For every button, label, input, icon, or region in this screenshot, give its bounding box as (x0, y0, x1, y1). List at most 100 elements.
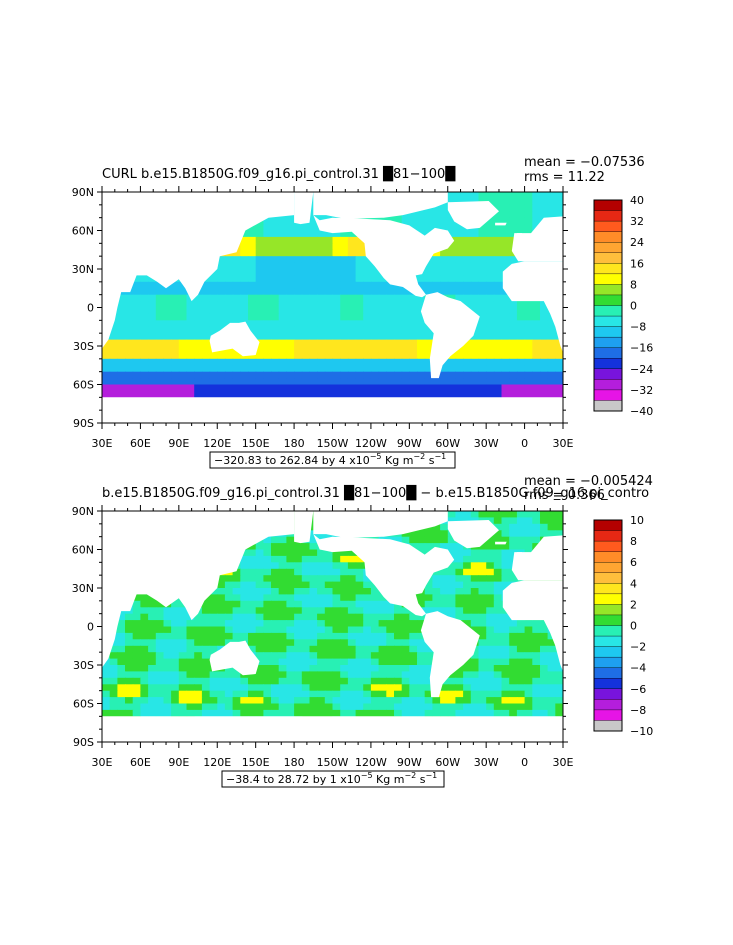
field-cell (117, 294, 126, 302)
field-cell (209, 294, 218, 302)
field-cell (271, 236, 280, 244)
field-cell (224, 690, 234, 698)
field-cell (424, 339, 433, 347)
field-cell (478, 632, 487, 640)
field-cell (386, 352, 395, 360)
field-cell (370, 600, 380, 608)
field-cell (447, 256, 457, 264)
field-cell (132, 365, 141, 373)
field-cell (286, 365, 295, 373)
field-cell (324, 639, 334, 647)
field-cell (324, 594, 334, 602)
field-cell (524, 626, 533, 634)
field-cell (301, 690, 311, 698)
field-cell (386, 320, 395, 328)
field-cell (263, 294, 272, 302)
field-cell (478, 607, 487, 615)
field-cell (524, 511, 533, 518)
field-cell (217, 575, 226, 583)
field-cell (155, 358, 165, 366)
field-cell (294, 294, 303, 302)
field-cell (409, 613, 418, 621)
field-cell (386, 333, 395, 341)
field-cell (547, 326, 556, 334)
field-cell (132, 352, 141, 360)
field-cell (370, 658, 380, 666)
field-cell (224, 613, 234, 621)
field-cell (524, 536, 533, 544)
field-cell (125, 658, 134, 666)
field-cell (347, 390, 357, 398)
field-cell (401, 671, 410, 679)
field-cell (547, 320, 556, 328)
field-cell (309, 243, 318, 251)
field-cell (140, 677, 149, 685)
colorbar-box (593, 231, 623, 243)
field-cell (401, 530, 410, 538)
field-cell (501, 346, 510, 353)
field-cell (263, 346, 272, 353)
field-cell (440, 594, 449, 602)
field-cell (386, 645, 395, 653)
field-cell (355, 275, 364, 283)
colorbar-box (593, 688, 623, 700)
colorbar-box (593, 646, 623, 658)
field-cell (555, 530, 563, 538)
field-cell (309, 269, 318, 276)
field-cell (140, 594, 149, 602)
field-cell (417, 365, 426, 373)
field-cell (271, 684, 280, 692)
field-cell (117, 645, 126, 653)
field-cell (271, 562, 280, 570)
field-cell (217, 632, 226, 640)
field-cell (194, 384, 203, 392)
field-cell (232, 613, 241, 621)
field-cell (547, 530, 556, 538)
field-cell (217, 626, 226, 634)
field-cell (309, 313, 318, 321)
field-cell (194, 365, 203, 373)
field-cell (332, 690, 341, 698)
field-cell (516, 684, 526, 692)
colorbar-box (593, 284, 623, 296)
field-cell (186, 632, 195, 640)
field-cell (340, 288, 349, 296)
field-cell (417, 677, 426, 685)
field-cell (447, 358, 457, 366)
colorbar-box (593, 593, 623, 605)
field-cell (401, 384, 410, 392)
field-cell (132, 684, 141, 692)
field-cell (263, 536, 272, 544)
colorbar-label: 0 (630, 620, 637, 633)
field-cell (194, 690, 203, 698)
field-cell (217, 256, 226, 264)
field-cell (493, 665, 503, 672)
field-cell (209, 703, 218, 711)
field-cell (278, 281, 287, 289)
field-cell (163, 632, 172, 640)
field-cell (186, 358, 195, 366)
panel-2-range-box (221, 770, 445, 788)
field-cell (102, 703, 111, 711)
field-cell (370, 677, 380, 685)
field-cell (271, 620, 280, 628)
field-cell (186, 378, 195, 386)
field-cell (378, 639, 387, 647)
field-cell (271, 665, 280, 672)
field-cell (186, 333, 195, 341)
field-cell (378, 671, 387, 679)
field-cell (470, 371, 480, 379)
field-cell (201, 600, 211, 608)
field-cell (309, 568, 318, 576)
field-cell (217, 313, 226, 321)
field-cell (378, 358, 387, 366)
field-cell (148, 671, 157, 679)
panel-1-rms: rms = 11.22 (524, 170, 605, 185)
field-cell (355, 339, 364, 347)
field-cell (232, 620, 241, 628)
field-cell (493, 352, 503, 360)
field-cell (324, 684, 334, 692)
field-cell (463, 620, 472, 628)
field-cell (340, 652, 349, 660)
field-cell (486, 365, 495, 373)
